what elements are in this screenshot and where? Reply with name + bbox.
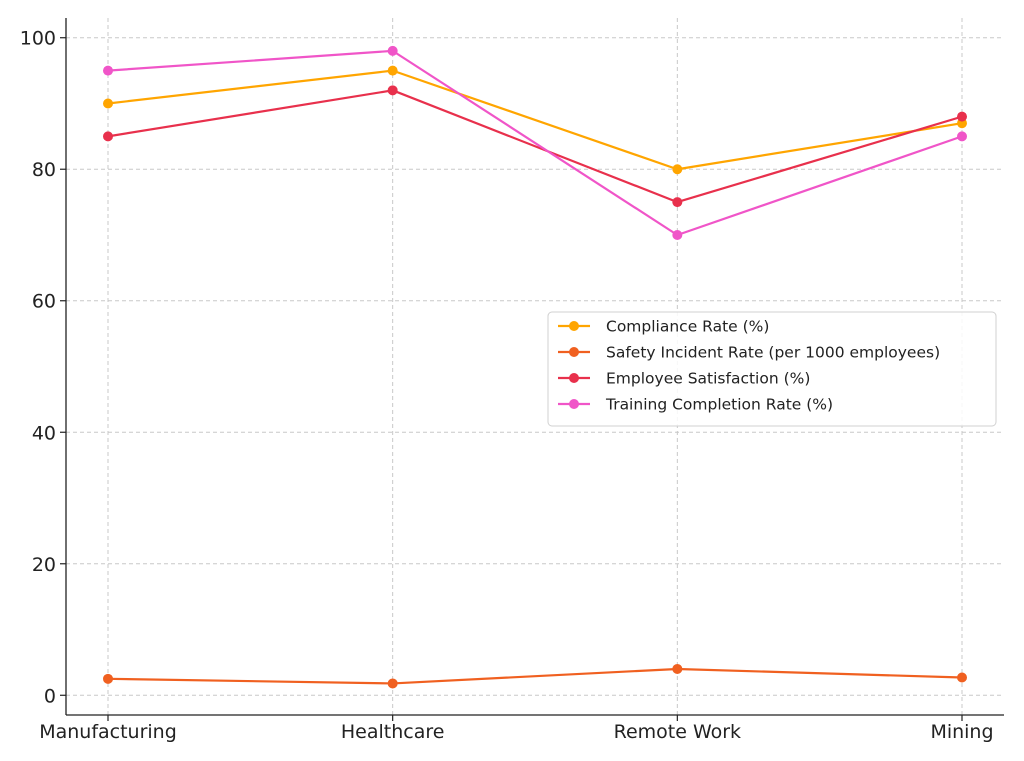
x-tick-label: Mining xyxy=(930,721,993,743)
data-point xyxy=(103,131,113,142)
data-point xyxy=(672,229,683,240)
data-point xyxy=(387,65,398,76)
data-point xyxy=(387,85,398,96)
series-3 xyxy=(103,45,967,240)
y-tick-label: 40 xyxy=(32,422,56,444)
legend-swatch-marker xyxy=(569,373,579,383)
x-tick-label: Manufacturing xyxy=(39,721,177,743)
data-point xyxy=(957,131,967,142)
legend-label: Compliance Rate (%) xyxy=(606,318,769,336)
legend-label: Safety Incident Rate (per 1000 employees… xyxy=(606,344,940,362)
y-tick-label: 80 xyxy=(32,159,56,181)
series-group xyxy=(103,45,967,689)
axes: 0 20 40 60 80 100 Manufacturing Healthcare Remot… xyxy=(20,18,1004,743)
y-tick-label: 0 xyxy=(44,685,56,707)
y-tick-label: 100 xyxy=(20,28,56,50)
legend-label: Training Completion Rate (%) xyxy=(605,396,833,414)
series-0 xyxy=(103,65,967,175)
series-line xyxy=(107,69,963,171)
legend-swatch-marker xyxy=(569,347,579,357)
grid xyxy=(66,18,1004,715)
data-point xyxy=(103,65,113,76)
data-point xyxy=(103,98,113,109)
data-point xyxy=(672,164,683,175)
legend-item: Compliance Rate (%) xyxy=(558,318,769,336)
legend-item: Employee Satisfaction (%) xyxy=(558,370,810,388)
x-tick-label: Remote Work xyxy=(614,721,741,743)
y-tick-label: 20 xyxy=(32,554,56,576)
series-2 xyxy=(103,85,967,208)
legend-item: Training Completion Rate (%) xyxy=(558,396,833,414)
legend-swatch-marker xyxy=(569,321,579,331)
x-tick-label: Healthcare xyxy=(341,721,445,743)
series-line xyxy=(107,667,963,685)
data-point xyxy=(957,111,967,122)
legend-box xyxy=(547,311,997,427)
legend-swatch-marker xyxy=(569,399,579,409)
data-point xyxy=(387,45,398,56)
data-point xyxy=(672,197,683,208)
legend-item: Safety Incident Rate (per 1000 employees… xyxy=(558,344,940,362)
series-line xyxy=(107,49,963,237)
data-point xyxy=(103,673,113,684)
series-1 xyxy=(103,663,967,689)
data-point xyxy=(387,678,398,689)
series-line xyxy=(107,89,963,204)
y-tick-label: 60 xyxy=(32,291,56,313)
data-point xyxy=(957,672,967,683)
legend: Compliance Rate (%) Safety Incident Rate … xyxy=(547,311,997,427)
legend-label: Employee Satisfaction (%) xyxy=(606,370,810,388)
data-point xyxy=(672,663,683,674)
